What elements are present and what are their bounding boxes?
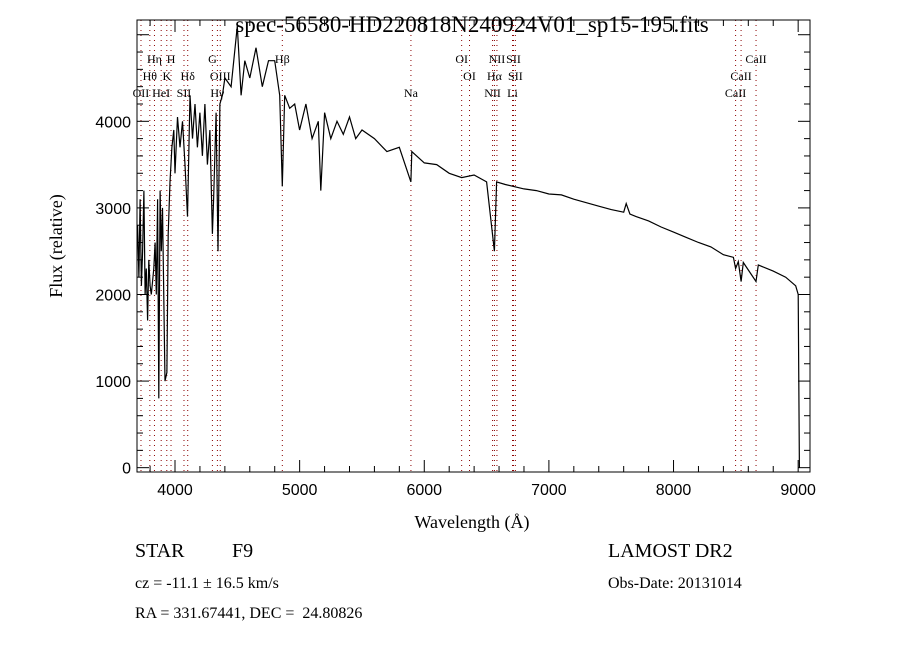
y-axis-label: Flux (relative) [46, 194, 67, 297]
marker-label: Hη [147, 52, 162, 66]
marker-label: SII [506, 52, 521, 66]
x-axis-label: Wavelength (Å) [414, 512, 529, 533]
marker-label: CaII [725, 86, 746, 100]
marker-label: HeI [152, 86, 170, 100]
marker-label: SII [508, 69, 523, 83]
marker-label: NII [489, 52, 506, 66]
spectrum-line [137, 26, 801, 468]
x-tick-label: 5000 [282, 482, 318, 499]
marker-label: H [167, 52, 176, 66]
marker-label: OII [133, 86, 150, 100]
y-tick-label: 3000 [95, 201, 131, 218]
coordinates: RA = 331.67441, DEC = 24.80826 [135, 605, 363, 622]
subclass: F9 [232, 540, 254, 562]
marker-label: SII [177, 86, 192, 100]
x-tick-label: 7000 [531, 482, 567, 499]
marker-label: Hα [487, 69, 503, 83]
y-tick-label: 0 [122, 461, 131, 478]
marker-label: CaII [745, 52, 766, 66]
chart-title: spec-56580-HD220818N240924V01_sp15-195.f… [235, 12, 708, 37]
x-tick-label: 8000 [656, 482, 692, 499]
marker-label: Hθ [143, 69, 158, 83]
object-type: STAR [135, 540, 185, 562]
spectrum-series [137, 26, 801, 468]
y-tick-label: 2000 [95, 287, 131, 304]
marker-label: Li [507, 86, 518, 100]
marker-label: Hδ [181, 69, 196, 83]
y-tick-label: 1000 [95, 374, 131, 391]
marker-label: OI [455, 52, 468, 66]
redshift: cz = -11.1 ± 16.5 km/s [135, 575, 279, 592]
x-tick-label: 9000 [780, 482, 816, 499]
axis-ticks: 4000 5000 6000 7000 8000 9000 0 1000 2000 3000 400… [95, 20, 816, 499]
obs-date: Obs-Date: 20131014 [608, 575, 742, 592]
survey-label: LAMOST DR2 [608, 540, 733, 562]
marker-label: CaII [730, 69, 751, 83]
x-tick-label: 4000 [157, 482, 193, 499]
marker-label: OI [463, 69, 476, 83]
marker-label: Na [404, 86, 419, 100]
marker-label: NII [484, 86, 501, 100]
y-tick-label: 4000 [95, 114, 131, 131]
marker-label: Hβ [275, 52, 290, 66]
x-tick-label: 6000 [406, 482, 442, 499]
marker-label: G [208, 52, 217, 66]
plot-frame [136, 19, 811, 473]
marker-label: K [162, 69, 171, 83]
marker-label: Hγ [210, 86, 225, 100]
